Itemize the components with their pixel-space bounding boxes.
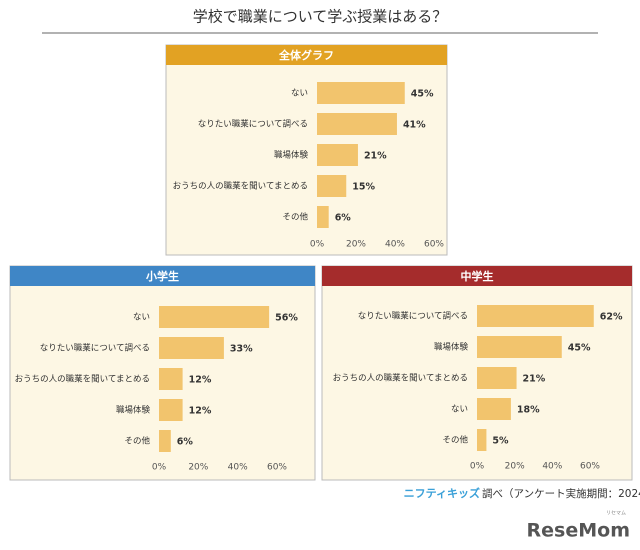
bar (317, 175, 347, 197)
bar (159, 430, 171, 452)
category-label: おうちの人の職業を聞いてまとめる (333, 373, 468, 384)
panel-header (10, 266, 315, 286)
x-tick-label: 40% (228, 463, 248, 473)
panel-title: 全体グラフ (278, 48, 334, 62)
value-label: 6% (335, 213, 352, 224)
panel (165, 44, 448, 256)
logo: ReseMom (527, 520, 630, 542)
bar (317, 206, 329, 228)
category-label: 職場体験 (116, 405, 151, 416)
x-tick-label: 0% (470, 462, 485, 472)
x-tick-label: 40% (542, 462, 562, 472)
category-label: ない (133, 313, 150, 323)
footer-text: 調べ（アンケート実施期間：2024/1/9 ～ 2024/2/5） (482, 487, 640, 500)
category-label: その他 (442, 435, 468, 446)
category-label: ない (291, 89, 308, 99)
category-label: なりたい職業について調べる (40, 343, 150, 354)
page-title: 学校で職業について学ぶ授業はある？ (193, 8, 448, 26)
category-label: 職場体験 (274, 150, 309, 161)
bar (477, 336, 562, 358)
bar (317, 113, 397, 135)
bar (477, 367, 517, 389)
panel-title: 中学生 (461, 269, 494, 283)
bar (159, 337, 224, 359)
bar (159, 399, 183, 421)
category-label: おうちの人の職業を聞いてまとめる (173, 181, 308, 192)
x-tick-label: 20% (188, 463, 208, 473)
value-label: 6% (177, 437, 194, 448)
bar (477, 398, 511, 420)
category-label: ない (451, 405, 468, 415)
value-label: 15% (352, 182, 375, 193)
logo-ruby: リセマム (606, 511, 626, 517)
bar (477, 429, 487, 451)
value-label: 12% (189, 375, 212, 386)
bar (159, 368, 183, 390)
footer-source: ニフティキッズ (404, 486, 480, 500)
x-tick-label: 20% (505, 462, 525, 472)
value-label: 56% (275, 313, 298, 324)
bar (317, 82, 405, 104)
value-label: 62% (600, 312, 623, 323)
panel-title: 小学生 (145, 269, 179, 283)
value-label: 5% (492, 436, 509, 447)
value-label: 45% (568, 343, 591, 354)
panel-header (322, 266, 632, 286)
x-tick-label: 20% (346, 240, 366, 250)
category-label: その他 (282, 212, 308, 223)
value-label: 41% (403, 120, 426, 131)
x-tick-label: 60% (267, 463, 287, 473)
value-label: 12% (189, 406, 212, 417)
x-tick-label: 40% (385, 240, 405, 250)
value-label: 45% (411, 89, 434, 100)
bar (477, 305, 594, 327)
category-label: その他 (124, 436, 150, 447)
x-tick-label: 60% (424, 240, 444, 250)
category-label: なりたい職業について調べる (198, 119, 308, 130)
x-tick-label: 60% (580, 462, 600, 472)
bar (317, 144, 358, 166)
category-label: 職場体験 (434, 342, 469, 353)
bar (159, 306, 270, 328)
value-label: 21% (364, 151, 387, 162)
value-label: 33% (230, 344, 253, 355)
x-tick-label: 0% (152, 463, 167, 473)
category-label: おうちの人の職業を聞いてまとめる (15, 374, 150, 385)
panel-header (166, 45, 447, 65)
category-label: なりたい職業について調べる (358, 311, 468, 322)
value-label: 18% (517, 405, 540, 416)
x-tick-label: 0% (310, 240, 325, 250)
value-label: 21% (523, 374, 546, 385)
